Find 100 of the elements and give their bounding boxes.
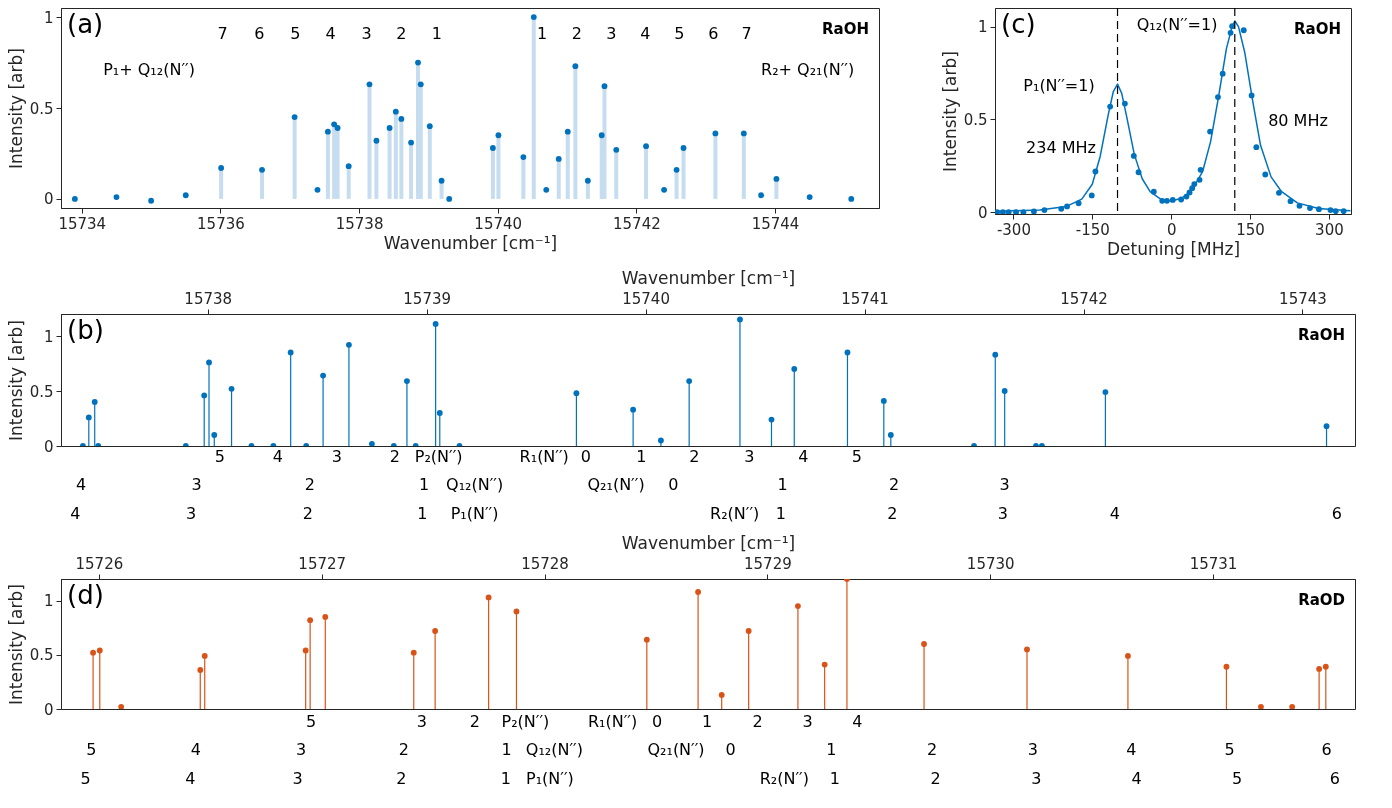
text: R₁(N′′) xyxy=(587,712,638,731)
annotation: 234 MHz xyxy=(1026,138,1096,157)
x-tick-label: 15734 xyxy=(58,214,107,233)
y-tick-label: 1 xyxy=(43,327,54,346)
text: 5 xyxy=(214,447,225,466)
text: 2 xyxy=(930,769,941,788)
text: 1 xyxy=(417,504,428,523)
y-tick-label: 0.5 xyxy=(29,99,54,118)
y-axis-title: Intensity [arb] xyxy=(5,48,26,169)
text: 3 xyxy=(1031,769,1042,788)
text: 1 xyxy=(829,769,840,788)
text: 5 xyxy=(851,447,862,466)
y-axis-title: Intensity [arb] xyxy=(5,320,26,441)
x-tick-label: 15740 xyxy=(622,289,670,308)
text: R₂(N′′) xyxy=(710,504,760,523)
text: 3 xyxy=(744,447,755,466)
text: 1 xyxy=(418,475,430,494)
annotation: P₁(N′′=1) xyxy=(1023,76,1095,95)
text: P₂(N′′) xyxy=(501,712,550,731)
y-tick-label: 1 xyxy=(43,8,54,27)
annotation: P₁+ Q₁₂(N′′) xyxy=(103,60,195,79)
text: 4 xyxy=(70,504,81,523)
x-axis-title: Detuning [MHz] xyxy=(1106,238,1241,259)
text: 2 xyxy=(302,504,313,523)
text: 5 xyxy=(1224,740,1235,759)
text: 2 xyxy=(752,712,763,731)
annotation: 2 xyxy=(571,24,582,43)
text: 4 xyxy=(272,447,283,466)
text: 4 xyxy=(1131,769,1142,788)
text: 1 xyxy=(701,712,713,731)
x-tick-label: 300 xyxy=(1315,220,1344,239)
text: 2 xyxy=(389,447,400,466)
annotation: 7 xyxy=(741,24,752,43)
chart-title: (a) xyxy=(67,9,104,39)
annotation: 4 xyxy=(325,24,336,43)
y-axis-title: Intensity [arb] xyxy=(939,51,960,172)
text: 1 xyxy=(826,740,837,759)
y-tick-label: 0 xyxy=(43,190,54,209)
chart-title: (d) xyxy=(67,580,104,610)
text: 0 xyxy=(651,712,663,731)
chart-title: (c) xyxy=(1001,9,1036,39)
text: 4 xyxy=(76,475,87,494)
annotation: 5 xyxy=(674,24,685,43)
text: R₁(N′′) xyxy=(519,447,569,466)
text: Q₁₂(N′′) xyxy=(525,740,583,759)
text: 3 xyxy=(999,475,1010,494)
text: 1 xyxy=(501,740,512,759)
annotation: RaOH xyxy=(1298,326,1345,344)
annotation: R₂+ Q₂₁(N′′) xyxy=(761,60,855,79)
text: 2 xyxy=(304,475,316,494)
annotation: 3 xyxy=(606,24,617,43)
annotation: 3 xyxy=(361,24,372,43)
y-tick-label: 0 xyxy=(43,700,54,719)
x-tick-label: 15726 xyxy=(75,554,124,573)
x-tick-label: 15739 xyxy=(403,289,452,308)
annotation: RaOH xyxy=(822,20,869,38)
x-tick-label: 15729 xyxy=(744,554,792,573)
annotation: 6 xyxy=(708,24,719,43)
text: 3 xyxy=(1027,740,1038,759)
x-tick-label: -150 xyxy=(1075,220,1110,239)
annotation: RaOH xyxy=(1294,20,1341,38)
x-tick-label: 15736 xyxy=(197,214,245,233)
text: 0 xyxy=(580,447,591,466)
annotation: 6 xyxy=(254,24,265,43)
annotation: 4 xyxy=(640,24,651,43)
x-tick-label: 15731 xyxy=(1189,554,1238,573)
text: Q₁₂(N′′) xyxy=(446,475,504,494)
text: 4 xyxy=(852,712,863,731)
text: 2 xyxy=(398,740,410,759)
text: 4 xyxy=(185,769,196,788)
x-tick-label: 15740 xyxy=(474,214,523,233)
text: 3 xyxy=(331,447,342,466)
text: 4 xyxy=(1109,504,1120,523)
y-tick-label: 1 xyxy=(43,592,54,611)
text: 6 xyxy=(1321,740,1332,759)
text: 3 xyxy=(292,769,303,788)
text: 4 xyxy=(190,740,201,759)
annotation: 2 xyxy=(396,24,407,43)
text: 3 xyxy=(802,712,813,731)
text: 3 xyxy=(191,475,202,494)
x-tick-label: 15738 xyxy=(335,214,384,233)
text: P₁(N′′) xyxy=(450,504,499,523)
y-tick-label: 0.5 xyxy=(29,382,54,401)
text: Q₂₁(N′′) xyxy=(647,740,705,759)
x-tick-label: 15742 xyxy=(1060,289,1108,308)
text: 2 xyxy=(889,475,900,494)
text: 4 xyxy=(1126,740,1137,759)
text: 6 xyxy=(1331,504,1342,523)
annotation: 1 xyxy=(537,24,548,43)
text: 5 xyxy=(80,769,91,788)
annotation: 80 MHz xyxy=(1268,111,1328,130)
text: P₂(N′′) xyxy=(414,447,463,466)
text: 1 xyxy=(500,769,511,788)
text: 1 xyxy=(777,475,788,494)
annotation: Q₁₂(N′′=1) xyxy=(1136,15,1218,34)
x-axis-title: Wavenumber [cm⁻¹] xyxy=(621,532,796,553)
y-tick-label: 0.5 xyxy=(29,646,54,665)
text: Q₂₁(N′′) xyxy=(587,475,645,494)
text: 3 xyxy=(296,740,307,759)
x-tick-label: 15743 xyxy=(1279,289,1327,308)
